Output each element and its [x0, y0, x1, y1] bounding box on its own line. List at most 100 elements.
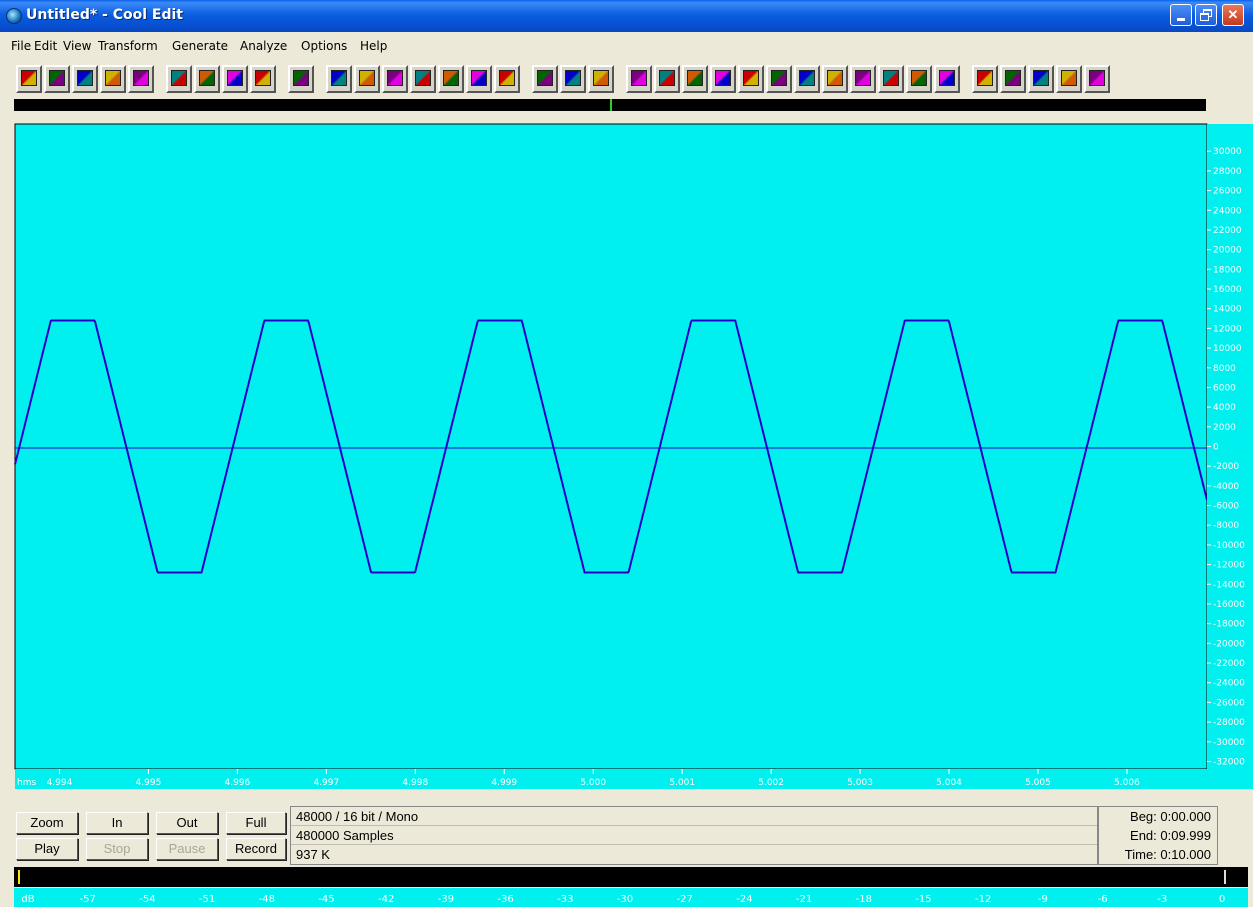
toolbar-button-ramp[interactable]: [1000, 65, 1026, 93]
amplitude-tick-label: 6000: [1213, 383, 1236, 393]
menu-help[interactable]: Help: [360, 39, 388, 53]
stop-button[interactable]: Stop: [86, 838, 148, 860]
ramp-icon: [1005, 70, 1021, 86]
toolbar-button-fft[interactable]: [438, 65, 464, 93]
toolbar-button-waveform-delete[interactable]: [682, 65, 708, 93]
refresh-icon: [387, 70, 403, 86]
toolbar-button-filter[interactable]: [466, 65, 492, 93]
toolbar-button-save[interactable]: [72, 65, 98, 93]
level-meter-peak-marker: [1224, 870, 1226, 884]
text-cursor-icon: [499, 70, 515, 86]
toolbar-button-help[interactable]: [354, 65, 380, 93]
meter-tick-label: -48: [258, 894, 275, 905]
toolbar-button-headphones[interactable]: [128, 65, 154, 93]
menu-view[interactable]: View: [63, 39, 92, 53]
time-tick-label: 4.997: [313, 778, 339, 788]
time-tick-label: 4.994: [47, 778, 73, 788]
toolbar-button-triangle[interactable]: [1056, 65, 1082, 93]
toolbar-button-waveform-arrows[interactable]: [794, 65, 820, 93]
play-button[interactable]: Play: [16, 838, 78, 860]
menu-analyze[interactable]: Analyze: [240, 39, 288, 53]
minimize-button[interactable]: [1170, 4, 1192, 26]
waveform-display[interactable]: hms 4.994 4.995 4.996 4.997 4.998 4.999 5.000 5.…: [13, 121, 1253, 789]
amplitude-ruler[interactable]: [1207, 124, 1253, 789]
waveform-blue-icon: [743, 70, 759, 86]
title-bar[interactable]: Untitled* - Cool Edit ✕: [0, 0, 1253, 32]
time-tick-label: 5.005: [1025, 778, 1051, 788]
target-icon: [331, 70, 347, 86]
time-ruler[interactable]: [15, 769, 1207, 789]
toolbar-button-open-folder[interactable]: [44, 65, 70, 93]
toolbar-button-color-bars[interactable]: [410, 65, 436, 93]
menu-edit[interactable]: Edit: [34, 39, 58, 53]
toolbar-button-text-cursor[interactable]: [494, 65, 520, 93]
meter-tick-label: -36: [497, 894, 514, 905]
help-icon: [359, 70, 375, 86]
toolbar-button-waveform-grid[interactable]: [766, 65, 792, 93]
close-button[interactable]: ✕: [1222, 4, 1244, 26]
menu-generate[interactable]: Generate: [172, 39, 229, 53]
amplitude-tick-label: 4000: [1213, 403, 1236, 413]
zoom-in-button[interactable]: In: [86, 812, 148, 834]
menu-options[interactable]: Options: [301, 39, 348, 53]
toolbar-button-record-dot[interactable]: [972, 65, 998, 93]
zoom-button[interactable]: Zoom: [16, 812, 78, 834]
amplitude-tick-label: -24000: [1213, 679, 1245, 689]
notepad-icon: [537, 70, 553, 86]
meter-tick-label: 0: [1218, 894, 1226, 905]
amplitude-tick-label: -4000: [1213, 482, 1239, 492]
restore-button[interactable]: [1195, 4, 1217, 26]
toolbar-button-music-note[interactable]: [250, 65, 276, 93]
meter-tick-label: -24: [736, 894, 753, 905]
toolbar-button-stop-bar[interactable]: [194, 65, 220, 93]
toolbar-button-cursor-select[interactable]: [288, 65, 314, 93]
waveform-panel[interactable]: hms 4.994 4.995 4.996 4.997 4.998 4.999 5.000 5.…: [13, 121, 1253, 789]
filter-icon: [471, 70, 487, 86]
pause-button[interactable]: Pause: [156, 838, 218, 860]
menu-bar: File Edit View Transform Generate Analyz…: [0, 32, 1253, 58]
toolbar-button-green-grid[interactable]: [1084, 65, 1110, 93]
toolbar-button-eq[interactable]: [560, 65, 586, 93]
toolbar-button-waveform-hatch[interactable]: [850, 65, 876, 93]
time-tick-label: 4.999: [491, 778, 517, 788]
toolbar-button-loop-play[interactable]: [100, 65, 126, 93]
menu-file[interactable]: File: [11, 39, 32, 53]
meter-tick-label: dB: [21, 894, 35, 905]
zoom-out-button[interactable]: Out: [156, 812, 218, 834]
meter-tick-label: -12: [975, 894, 992, 905]
meter-tick-label: -42: [378, 894, 395, 905]
toolbar-button-refresh[interactable]: [382, 65, 408, 93]
menu-transform[interactable]: Transform: [98, 39, 158, 53]
waveform-background[interactable]: [14, 123, 1208, 770]
toolbar-button-waveform-diagonal[interactable]: [906, 65, 932, 93]
amplitude-tick-label: 20000: [1213, 246, 1242, 256]
toolbar-button-notepad[interactable]: [532, 65, 558, 93]
overview-bar[interactable]: [14, 99, 1206, 111]
toolbar-button-target[interactable]: [326, 65, 352, 93]
toolbar-button-arrow-down[interactable]: [1028, 65, 1054, 93]
toolbar-button-waveform-zigzag[interactable]: [934, 65, 960, 93]
overview-position-marker[interactable]: [610, 99, 612, 111]
amplitude-tick-label: 8000: [1213, 364, 1236, 374]
meter-tick-label: -54: [139, 894, 156, 905]
toolbar: [14, 63, 1209, 97]
toolbar-button-waveform-green[interactable]: [710, 65, 736, 93]
record-button[interactable]: Record: [226, 838, 286, 860]
meter-tick-label: -27: [676, 894, 693, 905]
app-icon[interactable]: [6, 8, 22, 24]
toolbar-button-waveform-blue[interactable]: [738, 65, 764, 93]
toolbar-button-waveform-red[interactable]: [654, 65, 680, 93]
toolbar-button-waveform-dots[interactable]: [822, 65, 848, 93]
level-meter[interactable]: [14, 867, 1248, 887]
fft-icon: [443, 70, 459, 86]
toolbar-button-waveform-pattern[interactable]: [878, 65, 904, 93]
amplitude-tick-label: 26000: [1213, 187, 1242, 197]
zoom-full-button[interactable]: Full: [226, 812, 286, 834]
amplitude-tick-label: -22000: [1213, 659, 1245, 669]
toolbar-button-waveform-edit[interactable]: [626, 65, 652, 93]
toolbar-button-rewind[interactable]: [166, 65, 192, 93]
toolbar-button-cursor-wave[interactable]: [16, 65, 42, 93]
amplitude-tick-label: -8000: [1213, 521, 1239, 531]
toolbar-button-swap[interactable]: [222, 65, 248, 93]
toolbar-button-eq-param[interactable]: [588, 65, 614, 93]
